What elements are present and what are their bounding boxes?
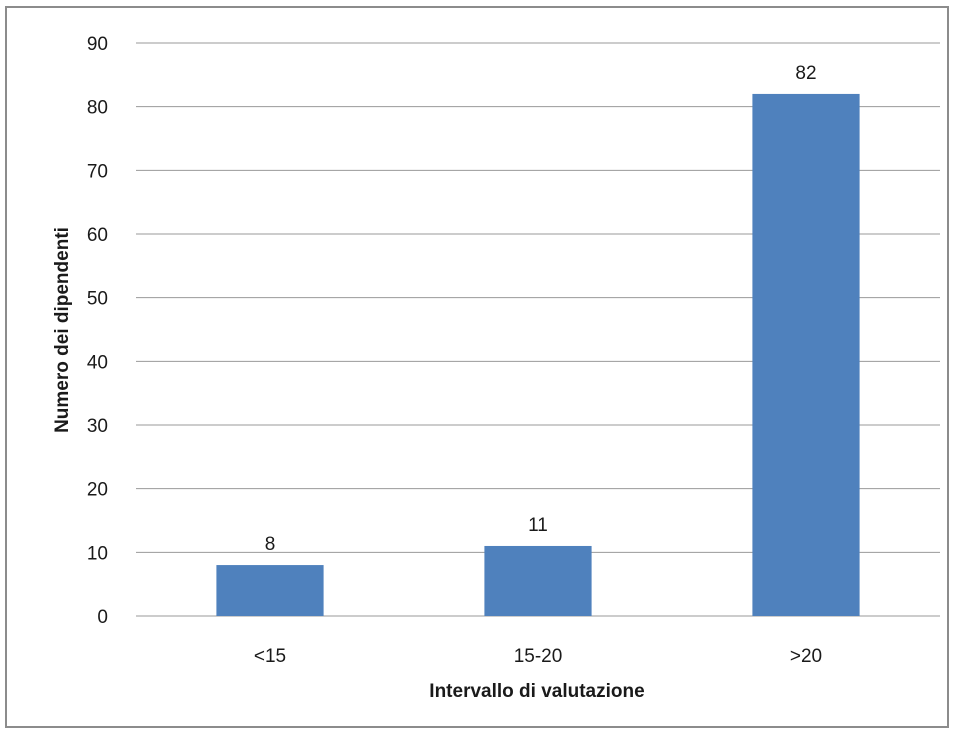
y-tick-label: 20 bbox=[87, 480, 108, 501]
y-tick-label: 40 bbox=[87, 352, 108, 373]
y-tick-label: 0 bbox=[97, 607, 108, 628]
y-tick-label: 90 bbox=[87, 34, 108, 55]
bar-1 bbox=[484, 545, 592, 616]
bars bbox=[216, 93, 860, 616]
x-tick-label: <15 bbox=[254, 646, 286, 667]
y-tick-label: 60 bbox=[87, 225, 108, 246]
data-label: 8 bbox=[265, 534, 276, 555]
y-tick-label: 80 bbox=[87, 98, 108, 119]
y-tick-label: 50 bbox=[87, 289, 108, 310]
x-tick-label: >20 bbox=[790, 646, 822, 667]
data-label: 82 bbox=[795, 63, 816, 84]
y-axis-ticks: 0 10 20 30 40 50 60 70 80 90 bbox=[87, 34, 108, 628]
y-tick-label: 70 bbox=[87, 161, 108, 182]
x-axis-ticks: <15 15-20 >20 bbox=[254, 646, 822, 667]
data-labels: 8 11 82 bbox=[265, 63, 817, 555]
bar-0 bbox=[216, 565, 324, 616]
y-tick-label: 30 bbox=[87, 416, 108, 437]
data-label: 11 bbox=[528, 515, 548, 536]
y-axis-title: Numero dei dipendenti bbox=[52, 227, 73, 433]
bar-2 bbox=[752, 93, 860, 616]
x-tick-label: 15-20 bbox=[514, 646, 563, 667]
x-axis-title: Intervallo di valutazione bbox=[429, 681, 644, 702]
y-tick-label: 10 bbox=[87, 543, 108, 564]
